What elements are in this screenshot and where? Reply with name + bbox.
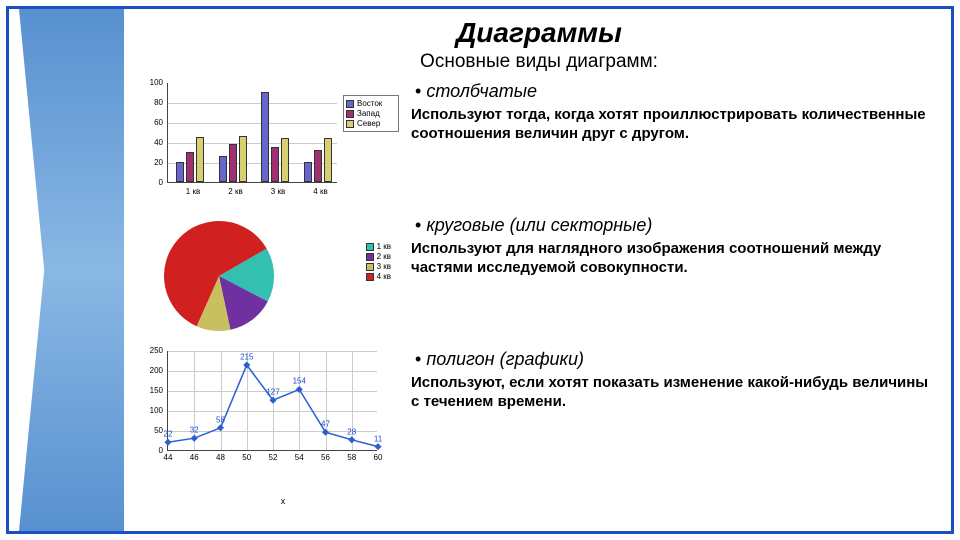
- bar-ytick: 60: [141, 118, 163, 127]
- bar-xtick: 4 кв: [304, 187, 338, 196]
- bar-group: [219, 136, 253, 182]
- bar-ytick: 40: [141, 138, 163, 147]
- line-xtick: 56: [316, 453, 336, 462]
- line-heading: полигон (графики): [431, 349, 939, 370]
- pie-desc: Используют для наглядного изображения со…: [411, 240, 939, 278]
- line-path: [168, 365, 378, 447]
- legend-swatch: [366, 263, 374, 271]
- line-marker: [296, 386, 303, 393]
- line-ytick: 250: [143, 346, 163, 355]
- legend-label: Запад: [357, 109, 380, 118]
- legend-label: Север: [357, 119, 380, 128]
- legend-item: Восток: [346, 99, 396, 108]
- legend-label: 2 кв: [377, 252, 391, 261]
- pie-svg: [139, 211, 319, 341]
- bar-desc: Используют тогда, когда хотят проиллюстр…: [411, 106, 939, 144]
- bar-group: [176, 137, 210, 182]
- pie-chart: 1 кв2 кв3 кв4 кв: [139, 211, 399, 341]
- line-xtick: 46: [184, 453, 204, 462]
- legend-label: 4 кв: [377, 272, 391, 281]
- line-marker: [348, 436, 355, 443]
- pie-heading: круговые (или секторные): [431, 215, 939, 236]
- bar-xtick: 3 кв: [261, 187, 295, 196]
- line-ytick: 0: [143, 446, 163, 455]
- line-xtick: 50: [237, 453, 257, 462]
- legend-item: 2 кв: [366, 252, 391, 261]
- bar-xtick: 2 кв: [219, 187, 253, 196]
- line-ytick: 100: [143, 406, 163, 415]
- bar: [271, 147, 279, 182]
- line-marker: [191, 435, 198, 442]
- bar: [196, 137, 204, 182]
- legend-item: 4 кв: [366, 272, 391, 281]
- legend-swatch: [346, 120, 354, 128]
- legend-item: 3 кв: [366, 262, 391, 271]
- bar-ytick: 20: [141, 158, 163, 167]
- line-xtick: 58: [342, 453, 362, 462]
- line-ytick: 150: [143, 386, 163, 395]
- legend-label: 3 кв: [377, 262, 391, 271]
- bar: [261, 92, 269, 182]
- line-xtick: 48: [211, 453, 231, 462]
- pie-text: круговые (или секторные) Используют для …: [411, 211, 939, 278]
- pie-legend: 1 кв2 кв3 кв4 кв: [366, 241, 391, 282]
- bar-ytick: 0: [141, 178, 163, 187]
- slide-content: Диаграммы Основные виды диаграмм: 1 кв2 …: [139, 17, 939, 523]
- line-text: полигон (графики) Используют, если хотят…: [411, 345, 939, 412]
- row-line: 444648505254565860223258215127154472811 0…: [139, 345, 939, 480]
- line-xlabel: x: [167, 496, 399, 506]
- line-plot-area: 444648505254565860223258215127154472811: [167, 351, 377, 451]
- bar: [219, 156, 227, 182]
- line-desc: Используют, если хотят показать изменени…: [411, 374, 939, 412]
- legend-item: 1 кв: [366, 242, 391, 251]
- bar: [239, 136, 247, 182]
- bar-plot-area: 1 кв2 кв3 кв4 кв: [167, 83, 337, 183]
- legend-item: Север: [346, 119, 396, 128]
- line-ytick: 50: [143, 426, 163, 435]
- bar-group: [261, 92, 295, 182]
- line-xtick: 52: [263, 453, 283, 462]
- page-title: Диаграммы: [139, 17, 939, 49]
- bar: [324, 138, 332, 182]
- legend-swatch: [366, 243, 374, 251]
- line-xtick: 54: [289, 453, 309, 462]
- line-chart: 444648505254565860223258215127154472811 0…: [139, 345, 399, 480]
- line-marker: [164, 439, 171, 446]
- line-ytick: 200: [143, 366, 163, 375]
- legend-label: Восток: [357, 99, 382, 108]
- bar-heading: столбчатые: [431, 81, 939, 102]
- bar-group: [304, 138, 338, 182]
- bar-xtick: 1 кв: [176, 187, 210, 196]
- page-subtitle: Основные виды диаграмм:: [139, 51, 939, 73]
- legend-swatch: [346, 110, 354, 118]
- bar-chart: 1 кв2 кв3 кв4 кв020406080100ВостокЗападС…: [139, 77, 399, 207]
- legend-swatch: [346, 100, 354, 108]
- bar-ytick: 80: [141, 98, 163, 107]
- legend-label: 1 кв: [377, 242, 391, 251]
- legend-item: Запад: [346, 109, 396, 118]
- line-marker: [374, 443, 381, 450]
- line-marker: [322, 429, 329, 436]
- slide-frame: Диаграммы Основные виды диаграмм: 1 кв2 …: [6, 6, 954, 534]
- legend-swatch: [366, 273, 374, 281]
- bar: [186, 152, 194, 182]
- bar: [229, 144, 237, 182]
- row-pie: 1 кв2 кв3 кв4 кв круговые (или секторные…: [139, 211, 939, 341]
- bar: [176, 162, 184, 182]
- bar-text: столбчатые Используют тогда, когда хотят…: [411, 77, 939, 144]
- decorative-stripe: [19, 9, 124, 531]
- bar-ytick: 100: [141, 78, 163, 87]
- legend-swatch: [366, 253, 374, 261]
- bar: [314, 150, 322, 182]
- line-xtick: 60: [368, 453, 388, 462]
- bar: [281, 138, 289, 182]
- line-marker: [217, 424, 224, 431]
- line-svg: [168, 351, 378, 451]
- bar: [304, 162, 312, 182]
- bar-legend: ВостокЗападСевер: [343, 95, 399, 132]
- row-bar: 1 кв2 кв3 кв4 кв020406080100ВостокЗападС…: [139, 77, 939, 207]
